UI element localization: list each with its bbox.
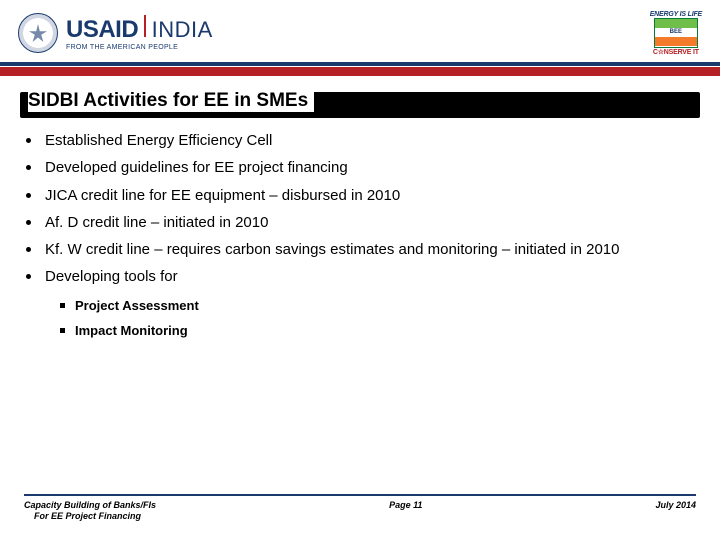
list-item: Developed guidelines for EE project fina… [26,158,694,178]
footer: Capacity Building of Banks/FIs For EE Pr… [0,494,720,522]
usaid-text-block: USAID INDIA FROM THE AMERICAN PEOPLE [66,15,213,51]
slide-title: SIDBI Activities for EE in SMEs [28,90,314,112]
footer-left-line1: Capacity Building of Banks/FIs [24,500,156,510]
bullet-icon [26,165,31,170]
bullet-text: JICA credit line for EE equipment – disb… [45,186,400,206]
bullet-text: Established Energy Efficiency Cell [45,131,272,151]
list-item: Impact Monitoring [60,323,694,338]
sub-bullet-list: Project Assessment Impact Monitoring [26,298,694,338]
bullet-list: Established Energy Efficiency Cell Devel… [20,122,700,338]
bullet-icon [26,138,31,143]
bee-bot-text: C☆NSERVE IT [653,48,699,56]
slide-content: SIDBI Activities for EE in SMEs Establis… [0,76,720,338]
bullet-text: Kf. W credit line – requires carbon savi… [45,240,619,260]
footer-left: Capacity Building of Banks/FIs For EE Pr… [24,500,156,523]
bullet-text: Developing tools for [45,267,178,287]
square-bullet-icon [60,328,65,333]
list-item: Project Assessment [60,298,694,313]
bullet-icon [26,220,31,225]
usaid-country: INDIA [152,19,213,41]
usaid-tagline: FROM THE AMERICAN PEOPLE [66,44,213,51]
bee-top-text: ENERGY IS LIFE [650,11,702,18]
title-bar: SIDBI Activities for EE in SMEs [20,92,700,118]
bee-mid-label: BEE [670,29,682,35]
bullet-icon [26,247,31,252]
list-item: Af. D credit line – initiated in 2010 [26,213,694,233]
bullet-text: Developed guidelines for EE project fina… [45,158,348,178]
list-item: Developing tools for [26,267,694,287]
bullet-text: Af. D credit line – initiated in 2010 [45,213,268,233]
usaid-word: USAID [66,18,138,42]
footer-page-number: Page 11 [389,500,422,510]
bullet-icon [26,274,31,279]
footer-date: July 2014 [655,500,696,510]
usaid-logo: USAID INDIA FROM THE AMERICAN PEOPLE [18,13,213,53]
footer-row: Capacity Building of Banks/FIs For EE Pr… [24,500,696,523]
list-item: JICA credit line for EE equipment – disb… [26,186,694,206]
footer-left-line2: For EE Project Financing [24,511,156,522]
usaid-divider-icon [144,15,146,37]
bee-logo: ENERGY IS LIFE BEE C☆NSERVE IT [650,11,702,56]
bullet-icon [26,193,31,198]
square-bullet-icon [60,303,65,308]
usaid-seal-icon [18,13,58,53]
sub-bullet-text: Project Assessment [75,298,199,313]
header-divider-red [0,66,720,76]
footer-divider [24,494,696,496]
bee-flag-icon: BEE [654,18,698,48]
sub-bullet-text: Impact Monitoring [75,323,188,338]
list-item: Established Energy Efficiency Cell [26,131,694,151]
usaid-main-row: USAID INDIA [66,15,213,42]
header: USAID INDIA FROM THE AMERICAN PEOPLE ENE… [0,0,720,62]
list-item: Kf. W credit line – requires carbon savi… [26,240,694,260]
